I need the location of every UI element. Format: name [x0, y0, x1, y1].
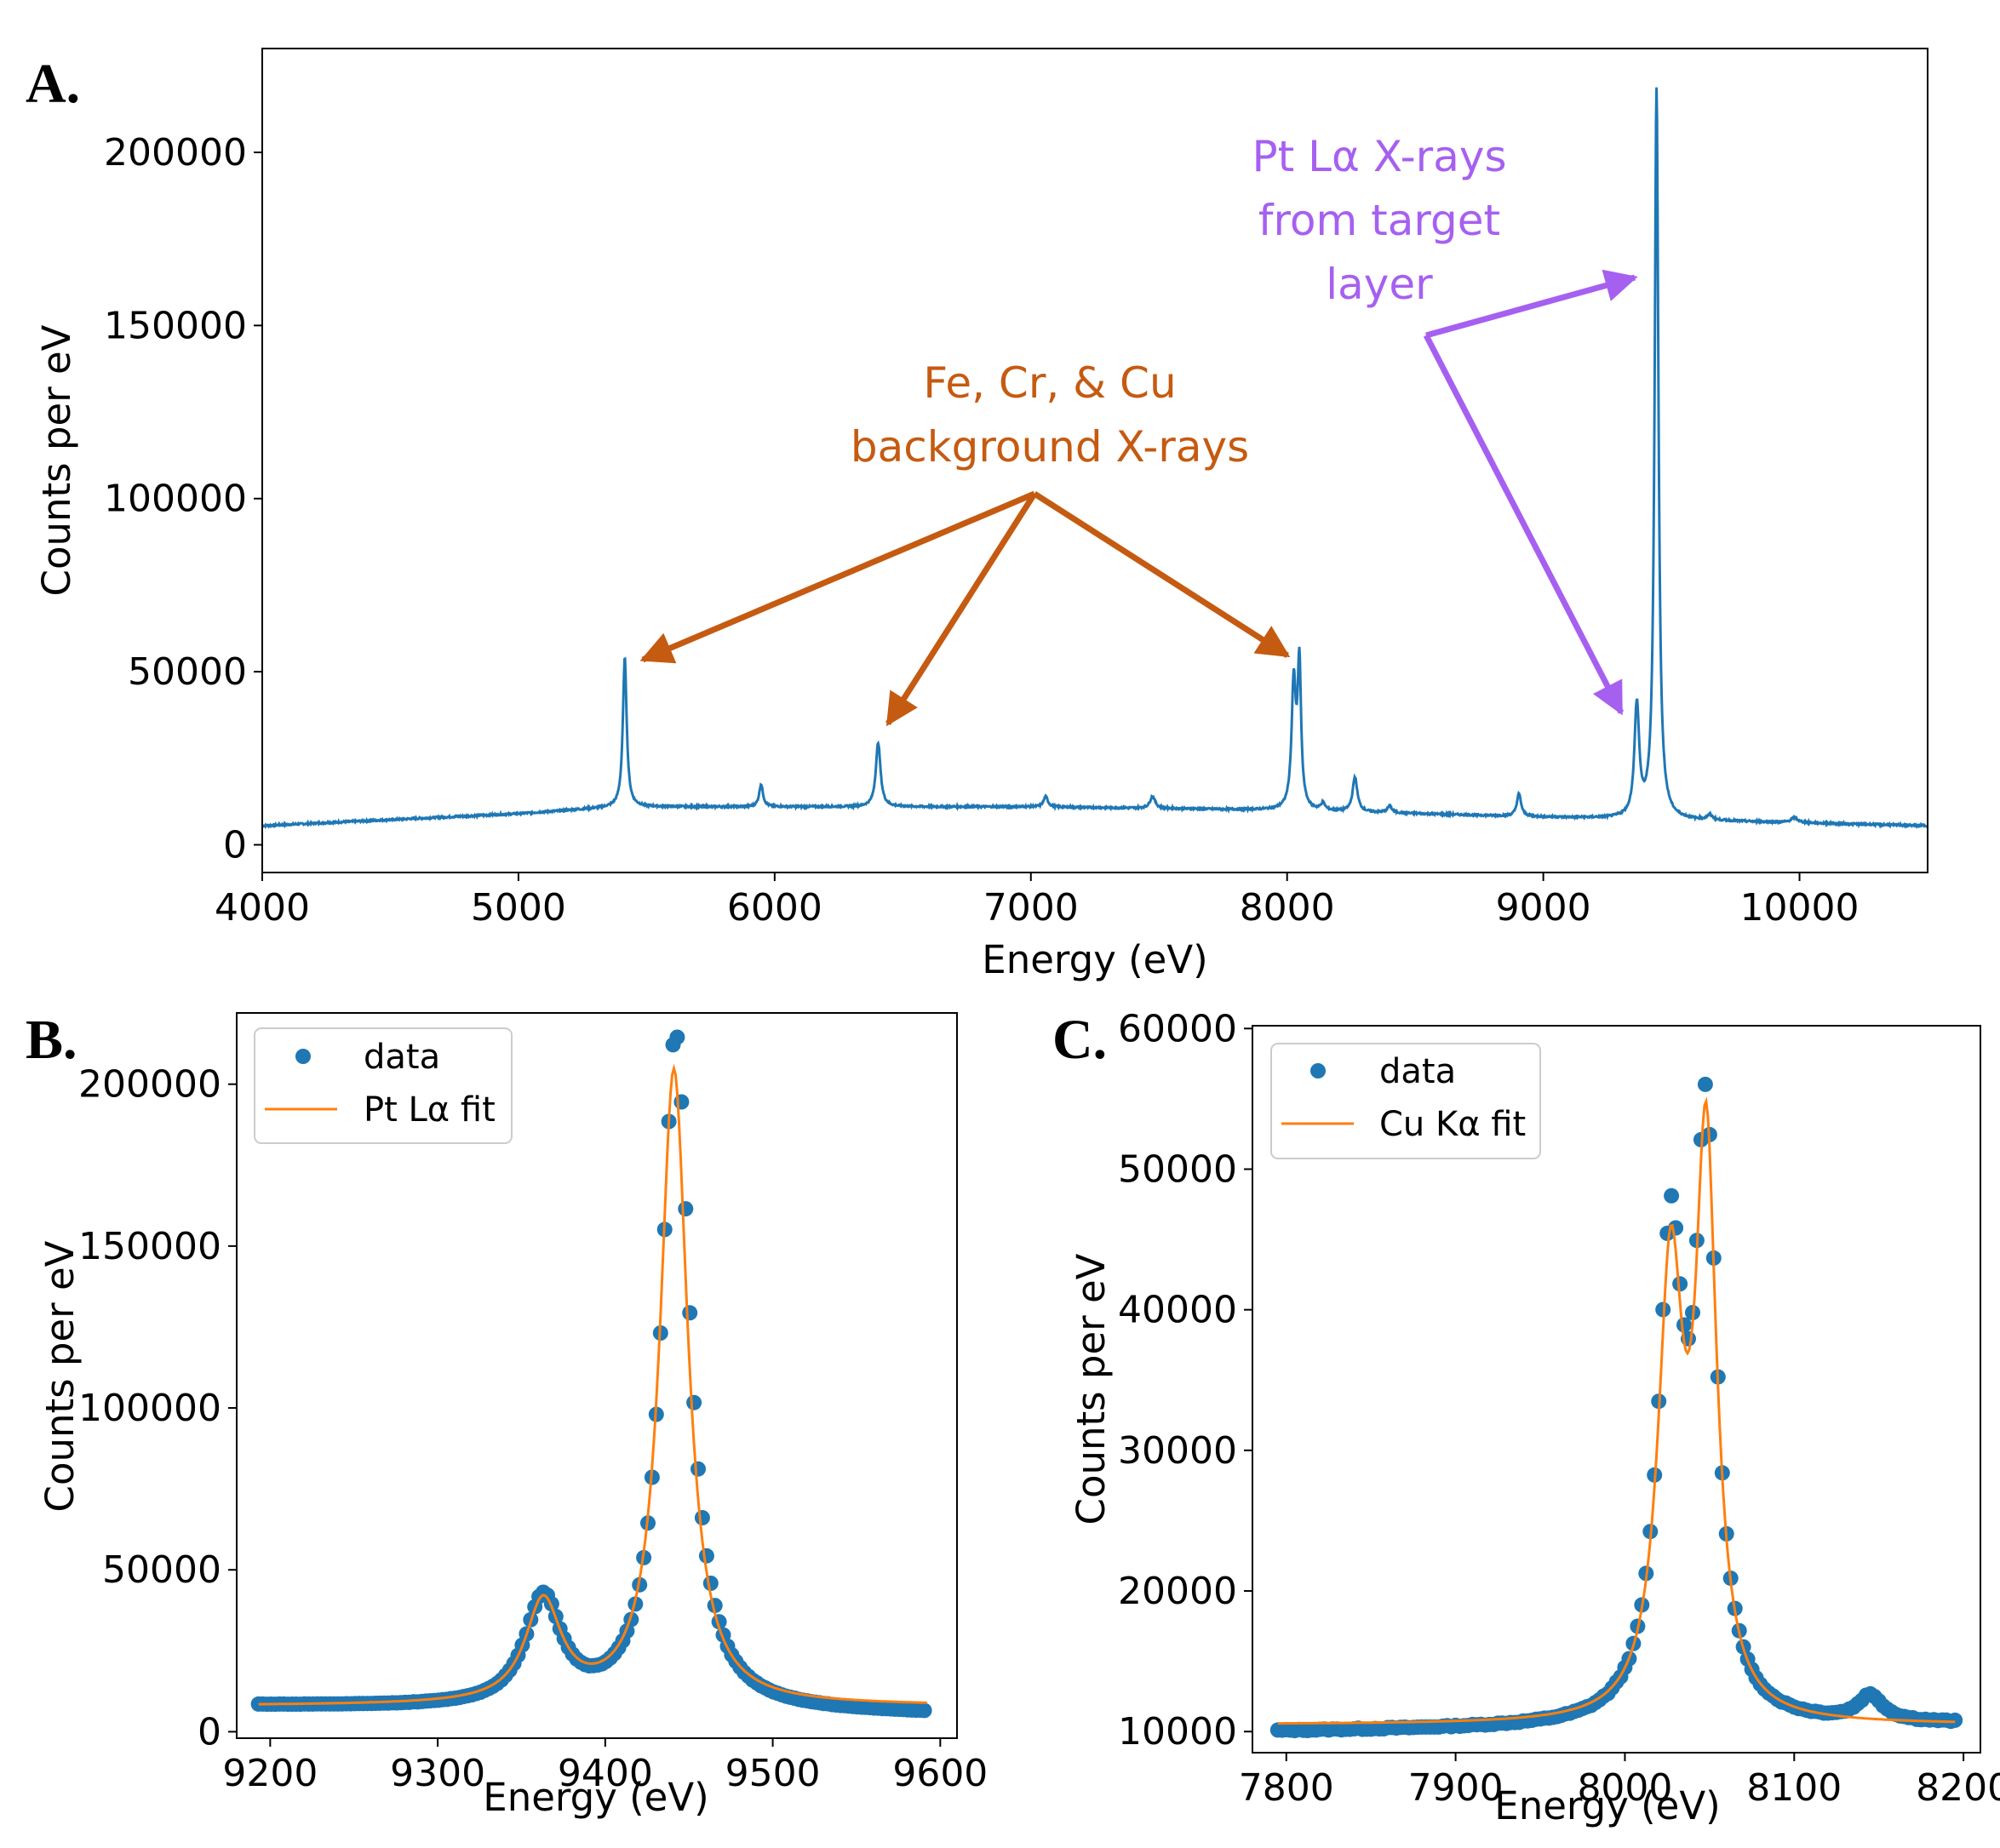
panel-a-label: A.	[26, 53, 80, 115]
data-point	[682, 1305, 698, 1321]
panel-b-legend-fit-label: Pt Lα fit	[364, 1090, 496, 1130]
panel-b-ytick-label: 50000	[102, 1548, 221, 1592]
annotation-background-line1: Fe, Cr, & Cu	[923, 358, 1176, 408]
panel-c-legend-fit-label: Cu Kα fit	[1379, 1105, 1526, 1144]
panel-b-legend: data Pt Lα fit	[254, 1027, 513, 1144]
data-point	[1672, 1276, 1688, 1292]
panel-a-frame	[261, 48, 1928, 873]
panel-b-xtick-label: 9600	[892, 1752, 988, 1795]
panel-b-ytick-label: 100000	[78, 1387, 221, 1430]
panel-b-fit-line	[258, 1063, 927, 1706]
data-point	[1668, 1220, 1684, 1236]
data-point	[694, 1510, 710, 1525]
panel-c-data-points	[1269, 1076, 1963, 1739]
panel-b-legend-box	[254, 1027, 513, 1144]
panel-a-xlabel: Energy (eV)	[982, 937, 1207, 982]
data-point	[1947, 1712, 1963, 1728]
panel-c-legend: data Cu Kα fit	[1270, 1043, 1541, 1159]
arrow-to-fe-peak	[639, 490, 1036, 664]
arrow-to-pt-side-peak	[1423, 334, 1625, 716]
panel-a-ytick-label: 150000	[104, 304, 247, 347]
panel-c-ytick-label: 40000	[1118, 1289, 1237, 1332]
panel-b-xtick-label: 9200	[222, 1752, 318, 1795]
panel-c-legend-box	[1270, 1043, 1541, 1159]
panel-c-chart: C. 7800 7900 8000 8100 8200 10000 20000 30000 4…	[1052, 1007, 2000, 1828]
annotation-pt-line1: Pt Lα X-rays	[1252, 132, 1507, 181]
panel-a-ytick-label: 0	[223, 823, 247, 867]
panel-a-xtick-label: 7000	[983, 886, 1079, 930]
data-point	[673, 1094, 690, 1110]
data-point	[678, 1201, 694, 1217]
data-point	[1676, 1317, 1692, 1333]
panel-c-xtick-label: 7800	[1239, 1766, 1334, 1810]
panel-b-legend-data-label: data	[364, 1038, 440, 1077]
panel-b-ytick-label: 200000	[78, 1063, 221, 1107]
panel-a-ytick-label: 200000	[104, 131, 247, 175]
panel-a-xtick-label: 4000	[215, 886, 310, 930]
panel-b-xtick-label: 9500	[725, 1752, 821, 1795]
panel-b-label: B.	[26, 1009, 77, 1071]
panel-c-ytick-label: 60000	[1118, 1007, 1237, 1050]
data-point	[702, 1576, 719, 1591]
spectrum-line	[261, 87, 1928, 830]
annotation-pt-line2: from target	[1258, 196, 1500, 245]
arrow-to-cu-peak	[1033, 491, 1291, 658]
panel-c-ylabel: Counts per eV	[1069, 1253, 1114, 1525]
data-point	[1697, 1076, 1713, 1092]
panel-c-ytick-label: 20000	[1118, 1570, 1237, 1613]
data-point	[686, 1394, 702, 1410]
panel-b-ylabel: Counts per eV	[37, 1240, 83, 1512]
panel-a-xtick-label: 10000	[1740, 886, 1860, 930]
panel-a-ytick-label: 100000	[104, 478, 247, 521]
panel-b-chart: B. 9200 9300 9400 9500 9600 0 50000 100000 1500…	[26, 1009, 988, 1820]
panel-c-ytick-label: 50000	[1118, 1147, 1237, 1191]
pt-xrays-annotation: Pt Lα X-rays from target layer	[1252, 132, 1638, 716]
data-point	[698, 1548, 714, 1564]
panel-b-ytick-label: 150000	[78, 1225, 221, 1268]
panel-a-ytick-label: 50000	[128, 650, 247, 694]
data-point	[669, 1029, 685, 1045]
background-xrays-annotation: Fe, Cr, & Cu background X-rays	[639, 358, 1291, 727]
data-point	[1664, 1187, 1680, 1204]
panel-c-fit-line	[1277, 1096, 1956, 1725]
annotation-background-line2: background X-rays	[851, 422, 1249, 472]
panel-a-xtick-label: 6000	[727, 886, 822, 930]
panel-b-xlabel: Energy (eV)	[483, 1775, 708, 1820]
panel-c-legend-data-label: data	[1379, 1052, 1456, 1091]
panel-b-xtick-label: 9400	[558, 1752, 653, 1795]
panel-c-frame	[1252, 1025, 1981, 1754]
panel-a-ylabel: Counts per eV	[34, 324, 79, 596]
panel-c-ytick-label: 10000	[1118, 1710, 1237, 1754]
panel-c-xtick-label: 7900	[1408, 1766, 1504, 1810]
data-point	[691, 1461, 706, 1477]
panel-b-frame	[236, 1012, 958, 1739]
panel-b-xtick-label: 9300	[390, 1752, 485, 1795]
arrow-to-cr-peak	[885, 492, 1037, 727]
panel-b-legend-data-marker	[295, 1049, 311, 1064]
data-point	[916, 1702, 932, 1719]
annotation-pt-line3: layer	[1326, 260, 1433, 309]
arrow-to-pt-main-peak	[1425, 269, 1638, 339]
panel-a-chart: A. 4000 5000 6000 7000 8000 9000 10000 0 50000 1…	[26, 48, 1928, 982]
panel-c-xtick-label: 8200	[1916, 1766, 2000, 1810]
panel-c-xtick-label: 8000	[1577, 1766, 1672, 1810]
panel-c-label: C.	[1052, 1009, 1107, 1071]
panel-c-xlabel: Energy (eV)	[1494, 1783, 1720, 1828]
panel-a-xtick-label: 9000	[1496, 886, 1591, 930]
panel-c-ytick-label: 30000	[1118, 1429, 1237, 1473]
panel-c-legend-data-marker	[1310, 1063, 1326, 1078]
panel-a-xtick-label: 8000	[1240, 886, 1335, 930]
panel-b-ytick-label: 0	[198, 1710, 221, 1754]
panel-c-xtick-label: 8100	[1746, 1766, 1842, 1810]
panel-a-xtick-label: 5000	[471, 886, 566, 930]
